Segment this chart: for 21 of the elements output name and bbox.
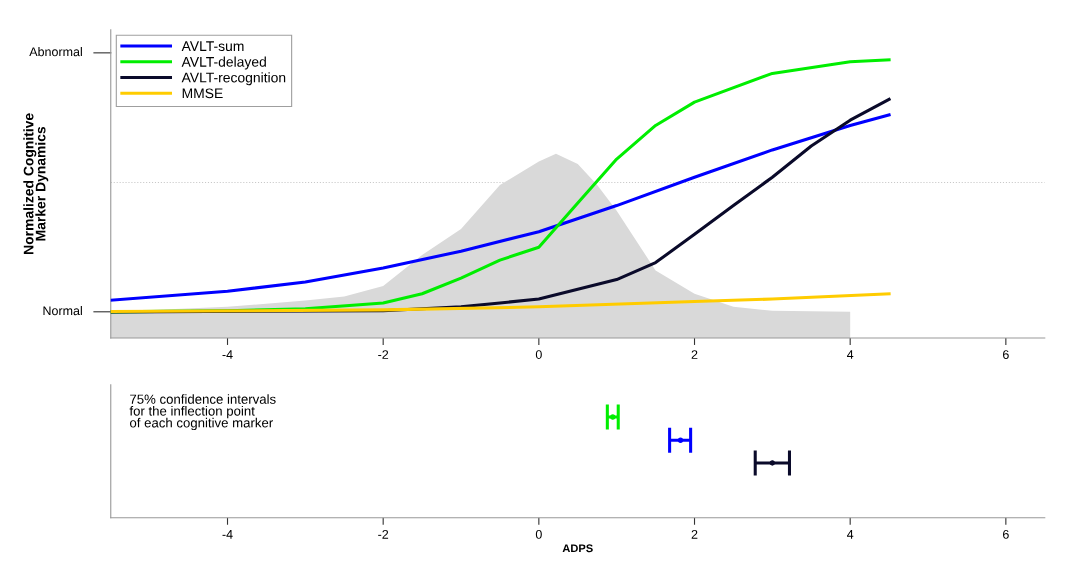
x-tick-label: 4 — [846, 350, 854, 359]
x-tick-label: 0 — [535, 350, 542, 359]
x-tick-label: -4 — [222, 530, 233, 539]
text: Normal — [43, 305, 82, 316]
x-tick-label: 0 — [535, 529, 542, 539]
legend-label: MMSE — [182, 88, 223, 99]
legend-label: AVLT-sum — [181, 41, 244, 52]
x-tick-label: -4 — [222, 350, 233, 359]
x-tick-label: -2 — [378, 350, 389, 359]
x-tick-label: -2 — [378, 529, 389, 539]
text: Abnormal — [29, 47, 82, 57]
x-tick-label: 4 — [846, 530, 854, 539]
annotation: 75% confidence intervals for the inflection point of each cognitive marker — [129, 394, 276, 431]
x-tick-label: 6 — [1003, 350, 1009, 359]
x-tick-label: 2 — [691, 350, 698, 359]
legend-label: AVLT-delayed — [181, 56, 266, 70]
x-tick-label: 2 — [691, 529, 698, 539]
y-axis-title: Normalized Cognitive Marker Dynamics — [23, 113, 49, 254]
x-axis-title: ADPS — [562, 544, 593, 553]
x-tick-label: 6 — [1003, 529, 1009, 539]
legend-label: AVLT-recognition — [181, 72, 286, 86]
